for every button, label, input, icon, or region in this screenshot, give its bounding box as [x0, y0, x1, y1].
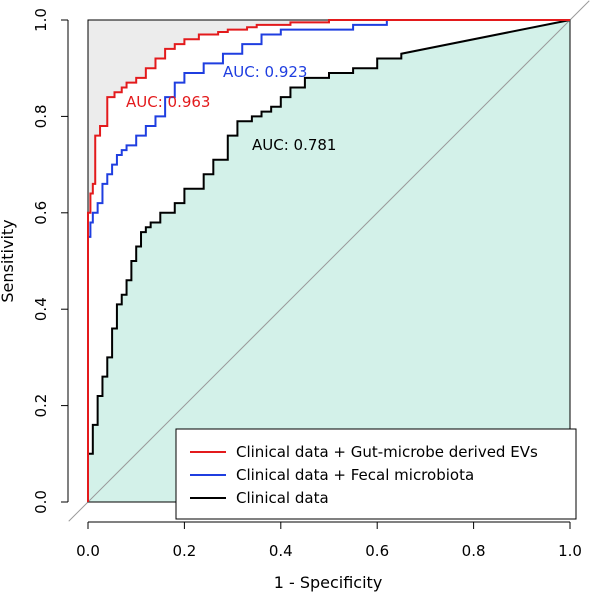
- x-axis: 0.0 0.2 0.4 0.6 0.8 1.0: [76, 521, 582, 560]
- x-tick-label: 0.0: [76, 542, 100, 560]
- auc-fill-0: [88, 20, 570, 502]
- x-tick-label: 1.0: [558, 542, 582, 560]
- x-axis-label: 1 - Specificity: [274, 573, 383, 592]
- roc-curve-2: [87, 19, 571, 502]
- auc-label-1: AUC: 0.923: [223, 63, 307, 81]
- roc-curves: [87, 19, 571, 502]
- y-axis: 0.0 0.2 0.4 0.6 0.8 1.0: [32, 8, 69, 514]
- legend-box: [175, 428, 577, 520]
- x-tick-label: 0.4: [269, 542, 293, 560]
- roc-curve-0: [87, 19, 570, 502]
- legend-label-1: Clinical data + Fecal microbiota: [236, 466, 474, 484]
- auc-labels: AUC: 0.963 AUC: 0.923 AUC: 0.781: [126, 63, 336, 154]
- x-tick-label: 0.8: [462, 542, 486, 560]
- auc-label-2: AUC: 0.781: [252, 136, 336, 154]
- auc-label-0: AUC: 0.963: [126, 93, 210, 111]
- y-tick-label: 0.2: [32, 394, 50, 418]
- roc-curve-1: [87, 19, 570, 502]
- diagonal-reference-line: [68, 0, 590, 522]
- legend: Clinical data + Gut-microbe derived EVs C…: [175, 428, 577, 520]
- y-tick-label: 0.4: [32, 297, 50, 321]
- y-tick-label: 0.6: [32, 201, 50, 225]
- y-tick-label: 1.0: [32, 8, 50, 32]
- y-axis-label: Sensitivity: [0, 219, 17, 302]
- x-tick-label: 0.6: [365, 542, 389, 560]
- legend-label-0: Clinical data + Gut-microbe derived EVs: [236, 443, 538, 461]
- x-tick-label: 0.2: [172, 542, 196, 560]
- y-tick-label: 0.0: [32, 490, 50, 514]
- y-tick-label: 0.8: [32, 104, 50, 128]
- legend-label-2: Clinical data: [236, 489, 329, 507]
